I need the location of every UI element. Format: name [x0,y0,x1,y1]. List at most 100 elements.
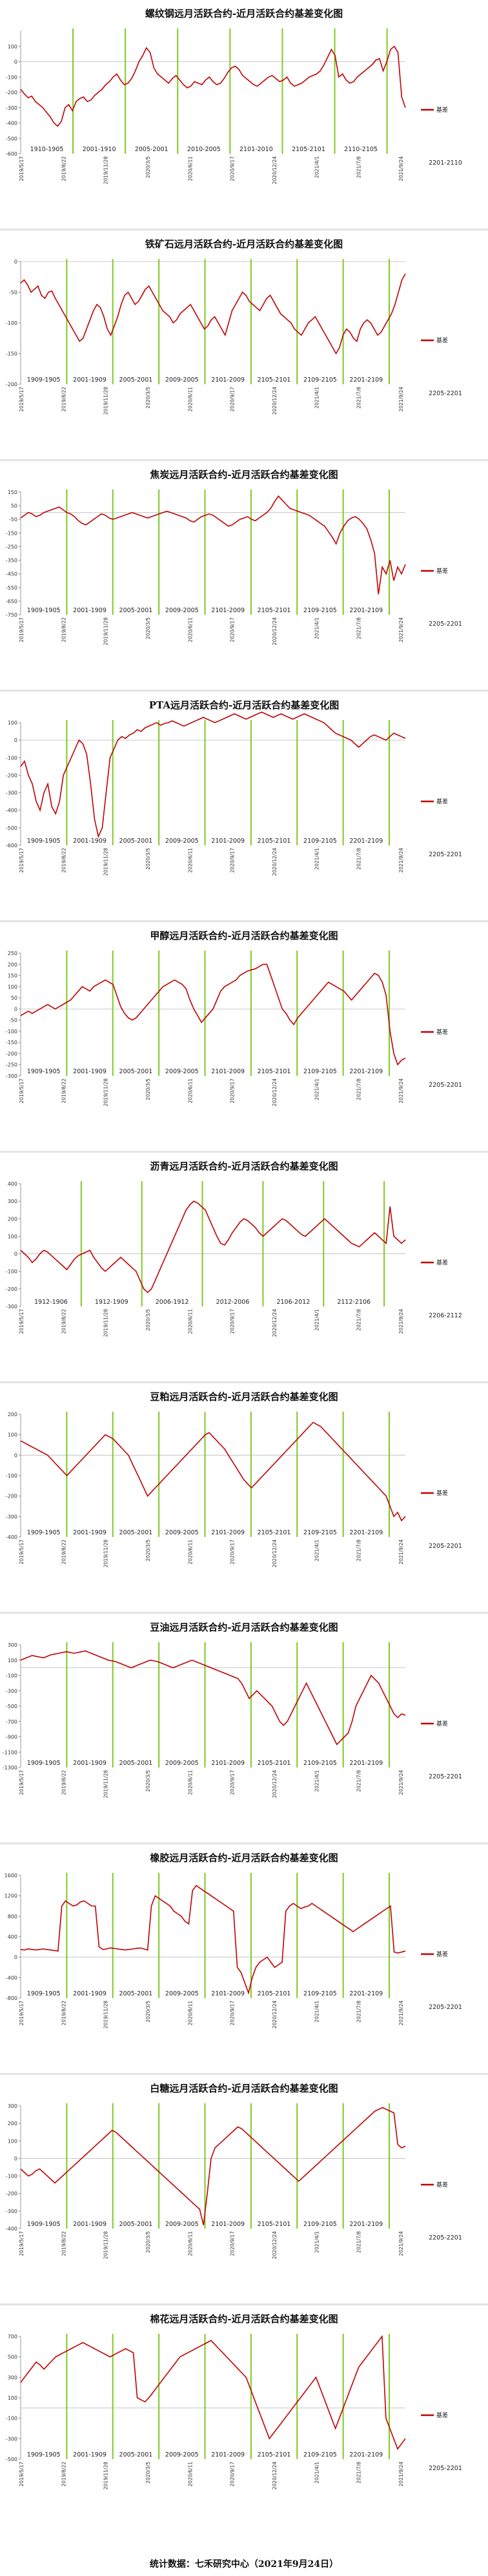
x-tick-label: 2019/11/28 [103,2001,109,2028]
period-label: 2010-2005 [187,146,221,153]
series-line [20,1650,406,1746]
period-label: 2001-1909 [73,376,107,384]
x-tick-label: 2019/5/17 [19,2001,25,2026]
chart-svg: 300 200 100 0 -100 -200 -300 -400 1909-1905 2001-… [6,2103,462,2259]
period-label: 2109-2105 [303,1529,337,1536]
series-line [20,45,406,127]
period-label: 2201-2109 [349,1068,383,1075]
x-tick-label: 2020/3/5 [145,1309,151,1331]
y-tick-label: -200 [6,1051,17,1056]
y-tick-label: 100 [8,2395,17,2401]
right-period-label: 2205-2201 [429,2465,462,2472]
period-label: 1909-1905 [27,1760,61,1767]
x-tick-label: 2019/5/17 [19,1770,25,1795]
x-tick-label: 2020/9/17 [230,2001,236,2026]
x-tick-label: 2019/11/28 [103,1540,109,1567]
y-tick-label: -50 [9,517,17,522]
x-tick-label: 2020/9/17 [230,1078,236,1104]
y-tick-label: -650 [6,599,17,604]
x-tick-label: 2020/3/5 [145,2231,151,2253]
y-tick-label: -400 [6,1534,17,1540]
period-label: 1909-1905 [27,376,61,384]
y-tick-label: 100 [8,44,17,50]
x-tick-label: 2021/9/24 [398,848,404,873]
y-tick-label: -400 [6,121,17,127]
series-line [20,1200,406,1293]
y-tick-label: -100 [6,74,17,80]
period-label: 2009-2005 [165,1068,199,1075]
panel-separator [0,2303,488,2305]
period-label: 2005-2001 [135,146,168,153]
period-label: 2009-2005 [165,376,199,384]
chart-svg: 200 100 0 -100 -200 -300 -400 1909-1905 2001-190… [6,1412,462,1567]
y-tick-label: -1100 [3,1749,17,1755]
period-label: 2001-1909 [73,1760,107,1767]
x-tick-label: 2021/9/24 [398,1540,404,1565]
x-tick-label: 2021/4/1 [314,617,320,639]
right-period-label: 2205-2201 [429,851,462,858]
chart-panel: 豆油远月活跃合约-近月活跃合约基差变化图 300 100 -100 -300 -500 -7… [0,1614,488,1843]
series-line [20,711,406,838]
x-tick-label: 2021/9/24 [398,2462,404,2487]
period-label: 2105-2101 [258,1529,291,1536]
period-label: 2105-2101 [292,146,325,153]
y-tick-label: -500 [6,136,17,141]
y-tick-label: -200 [6,1286,17,1292]
period-label: 2201-2109 [349,1529,383,1536]
period-label: 1909-1905 [27,838,61,845]
period-label: 2201-2109 [349,376,383,384]
period-label: 2201-2109 [349,838,383,845]
y-tick-label: -100 [6,2174,17,2179]
period-label: 2005-2001 [119,1068,153,1075]
x-tick-label: 2019/5/17 [19,1078,25,1104]
x-tick-label: 2021/4/1 [314,1078,320,1100]
y-tick-label: 300 [8,1642,17,1648]
period-label: 2105-2101 [258,1068,291,1075]
period-label: 2009-2005 [165,2221,199,2228]
y-tick-label: 50 [11,995,17,1001]
x-tick-label: 2021/4/1 [314,2001,320,2023]
period-label: 2105-2101 [258,2221,291,2228]
x-tick-label: 2019/11/28 [103,156,109,184]
y-tick-label: -300 [6,105,17,111]
period-label: 2009-2005 [165,1760,199,1767]
x-tick-label: 2020/6/11 [187,387,193,412]
chart-panel: 沥青远月活跃合约-近月活跃合约基差变化图 400 300 200 100 0 -100 -20… [0,1153,488,1382]
y-tick-label: 100 [8,984,17,990]
y-tick-label: -200 [6,90,17,96]
y-tick-label: 0 [14,1955,17,1961]
x-tick-label: 2021/7/8 [356,1078,362,1100]
legend-label: 基差 [436,2411,448,2419]
y-tick-label: 1200 [5,1893,17,1899]
x-tick-label: 2019/5/17 [19,1309,25,1334]
x-tick-label: 2019/5/17 [19,387,25,412]
period-label: 2101-2009 [211,376,245,384]
chart-title: 橡胶远月活跃合约-近月活跃合约基差变化图 [150,1852,338,1864]
right-period-label: 2206-2112 [429,1312,462,1319]
y-tick-label: -50 [9,1018,17,1024]
x-tick-label: 2019/11/28 [103,2231,109,2259]
y-tick-label: -500 [6,825,17,831]
y-tick-label: -300 [6,1304,17,1310]
panel-separator [0,1842,488,1844]
y-tick-label: 0 [14,737,17,743]
x-tick-label: 2020/3/5 [145,1540,151,1561]
x-tick-label: 2021/4/1 [314,1540,320,1561]
y-tick-label: 100 [8,1233,17,1239]
chart-panel: 甲醇远月活跃合约-近月活跃合约基差变化图 250 200 150 100 50 0 -50 -1… [0,922,488,1151]
x-tick-label: 2019/8/22 [61,1078,66,1104]
x-tick-label: 2019/5/17 [19,617,25,643]
x-tick-label: 2021/7/8 [356,617,362,639]
panel-separator [0,690,488,692]
y-tick-label: -200 [6,2191,17,2197]
x-tick-label: 2021/9/24 [398,2001,404,2026]
x-tick-label: 2021/4/1 [314,2231,320,2253]
y-tick-label: 100 [8,2138,17,2144]
y-tick-label: -600 [6,843,17,849]
x-tick-label: 2019/11/28 [103,1309,109,1337]
period-label: 2201-2109 [349,607,383,614]
chart-title: PTA远月活跃合约-近月活跃合约基差变化图 [148,699,340,711]
period-label: 2009-2005 [165,607,199,614]
period-label: 1912-1906 [34,1299,68,1306]
panel-separator [0,2073,488,2075]
